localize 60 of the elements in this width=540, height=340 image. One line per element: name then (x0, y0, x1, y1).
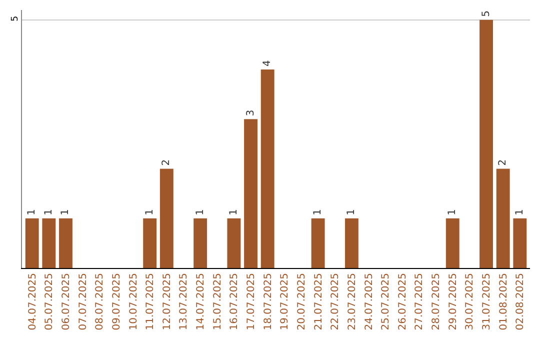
x-tick-label: 20.07.2025 (296, 273, 308, 330)
x-tick-label: 09.07.2025 (111, 273, 122, 330)
bar (480, 20, 493, 268)
x-tick-label: 11.07.2025 (145, 273, 156, 330)
x-tick-label: 29.07.2025 (448, 273, 459, 330)
x-tick-label: 23.07.2025 (346, 273, 358, 330)
bar (496, 168, 510, 268)
x-tick-label: 08.07.2025 (94, 273, 106, 330)
bar (227, 218, 241, 268)
data-label: 4 (262, 60, 274, 67)
data-label: 1 (447, 209, 458, 216)
x-tick-label: 12.07.2025 (162, 273, 173, 330)
x-tick-label: 19.07.2025 (280, 273, 291, 330)
data-label: 1 (194, 209, 206, 216)
bar (160, 168, 174, 268)
x-tick-label: 07.07.2025 (78, 273, 89, 330)
bar (143, 218, 157, 268)
bar (25, 218, 39, 268)
bar (244, 119, 258, 268)
data-label: 1 (26, 209, 38, 216)
x-tick-label: 31.07.2025 (482, 273, 493, 330)
x-tick-label: 14.07.2025 (196, 273, 207, 330)
data-label: 1 (514, 209, 526, 216)
data-label: 1 (312, 209, 324, 216)
data-label: 5 (480, 10, 492, 17)
bar (446, 218, 460, 268)
data-label: 1 (346, 209, 358, 216)
x-tick-label: 22.07.2025 (330, 273, 342, 330)
x-tick-label: 01.08.2025 (498, 273, 510, 330)
data-label: 3 (245, 110, 256, 116)
data-label: 2 (161, 159, 172, 166)
x-tick-label: 13.07.2025 (178, 273, 190, 330)
bar (59, 218, 72, 268)
bar (311, 218, 325, 268)
bar (344, 218, 358, 268)
data-label: 1 (228, 209, 240, 216)
x-tick-label: 28.07.2025 (431, 273, 442, 330)
x-tick-label: 04.07.2025 (27, 273, 38, 330)
bar (513, 218, 527, 268)
bar (260, 70, 274, 268)
bar (42, 218, 56, 268)
x-tick-label: 21.07.2025 (313, 273, 324, 330)
x-tick-label: 16.07.2025 (229, 273, 240, 330)
x-tick-label: 18.07.2025 (262, 273, 274, 330)
x-tick-label: 30.07.2025 (464, 273, 476, 330)
x-tick-label: 15.07.2025 (212, 273, 224, 330)
data-label: 1 (60, 209, 72, 216)
x-tick-label: 24.07.2025 (364, 273, 375, 330)
x-tick-label: 26.07.2025 (397, 273, 408, 330)
x-tick-label: 10.07.2025 (128, 273, 140, 330)
data-label: 1 (43, 209, 54, 216)
bar (194, 218, 208, 268)
data-label: 1 (144, 209, 156, 216)
data-label: 2 (498, 159, 509, 166)
x-tick-label: 17.07.2025 (246, 273, 258, 330)
x-tick-label: 25.07.2025 (380, 273, 392, 330)
x-tick-label: 05.07.2025 (44, 273, 56, 330)
x-tick-label: 02.08.2025 (515, 273, 526, 330)
x-tick-label: 06.07.2025 (60, 273, 72, 330)
x-tick-label: 27.07.2025 (414, 273, 426, 330)
